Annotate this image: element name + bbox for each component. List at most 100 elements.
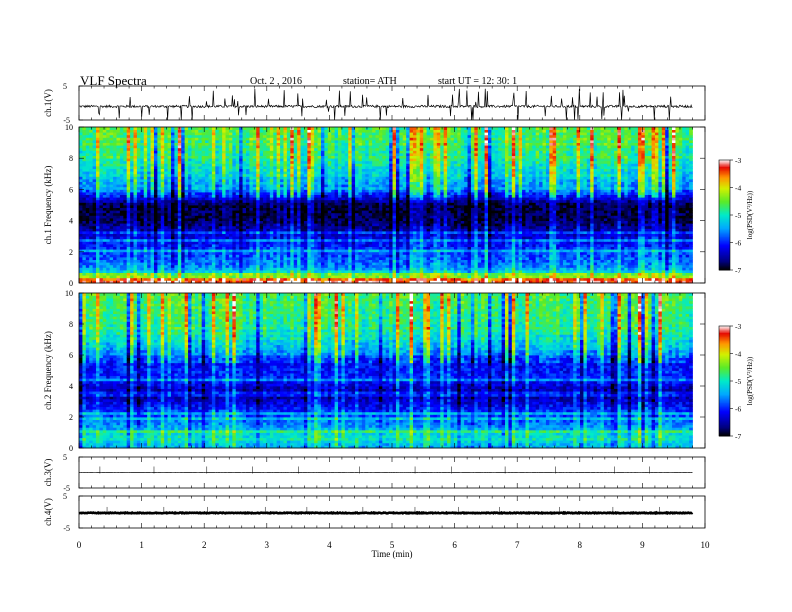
spectrogram-cell bbox=[249, 241, 254, 245]
spectrogram-cell bbox=[198, 249, 203, 253]
spectrogram-cell bbox=[116, 262, 121, 266]
spectrogram-cell bbox=[79, 264, 83, 268]
spectrogram-cell bbox=[126, 205, 131, 208]
spectrogram-cell bbox=[160, 210, 165, 214]
spectrogram-cell bbox=[327, 168, 332, 172]
spectrogram-cell bbox=[102, 275, 107, 279]
spectrogram-cell bbox=[164, 194, 169, 198]
spectrogram-cell bbox=[269, 246, 274, 250]
spectrogram-cell bbox=[246, 249, 250, 253]
spectrogram-cell bbox=[252, 197, 257, 201]
spectrogram-cell bbox=[252, 186, 257, 190]
spectrogram-cell bbox=[310, 145, 315, 149]
spectrogram-cell bbox=[160, 231, 165, 234]
spectrogram-cell bbox=[177, 184, 182, 188]
spectrogram-cell bbox=[191, 238, 196, 242]
spectrogram-cell bbox=[208, 199, 213, 203]
spectrogram-cell bbox=[218, 158, 223, 162]
spectrogram-cell bbox=[263, 267, 267, 271]
spectrogram-cell bbox=[283, 207, 288, 211]
spectrogram-cell bbox=[109, 225, 114, 229]
spectrogram-cell bbox=[147, 168, 151, 172]
spectrogram-cell bbox=[331, 142, 336, 146]
spectrogram-cell bbox=[140, 163, 145, 167]
spectrogram-cell bbox=[283, 127, 288, 130]
spectrogram-cell bbox=[157, 254, 162, 258]
spectrogram-cell bbox=[218, 192, 223, 195]
spectrogram-cell bbox=[276, 210, 281, 214]
spectrogram-cell bbox=[300, 231, 305, 234]
spectrogram-cell bbox=[133, 155, 138, 159]
spectrogram-cell bbox=[89, 186, 94, 190]
spectrogram-cell bbox=[228, 210, 233, 214]
spectrogram-cell bbox=[130, 267, 134, 271]
spectrogram-cell bbox=[79, 223, 83, 227]
spectrogram-cell bbox=[133, 270, 138, 273]
spectrogram-cell bbox=[348, 197, 353, 201]
spectrogram-cell bbox=[303, 134, 308, 138]
spectrogram-cell bbox=[143, 267, 148, 271]
spectrogram-cell bbox=[263, 254, 267, 258]
spectrogram-cell bbox=[246, 264, 250, 268]
spectrogram-cell bbox=[143, 257, 148, 260]
spectrogram-cell bbox=[191, 147, 196, 151]
spectrogram-cell bbox=[235, 272, 240, 276]
spectrogram-cell bbox=[259, 212, 264, 216]
spectrogram-cell bbox=[225, 163, 230, 167]
spectrogram-cell bbox=[334, 220, 339, 224]
spectrogram-cell bbox=[133, 210, 138, 214]
spectrogram-cell bbox=[126, 134, 131, 138]
spectrogram-cell bbox=[246, 134, 250, 138]
spectrogram-cell bbox=[215, 218, 220, 221]
spectrogram-cell bbox=[116, 129, 121, 133]
spectrogram-cell bbox=[232, 194, 237, 198]
spectrogram-cell bbox=[82, 192, 87, 195]
spectrogram-cell bbox=[99, 218, 104, 221]
spectrogram-cell bbox=[317, 134, 322, 138]
spectrogram-cell bbox=[167, 140, 172, 143]
spectrogram-cell bbox=[331, 228, 336, 232]
spectrogram-cell bbox=[147, 241, 151, 245]
spectrogram-cell bbox=[140, 199, 145, 203]
spectrogram-cell bbox=[164, 277, 169, 281]
spectrogram-cell bbox=[184, 140, 189, 143]
spectrogram-cell bbox=[286, 207, 291, 211]
spectrogram-cell bbox=[222, 228, 226, 232]
spectrogram-cell bbox=[126, 163, 131, 167]
spectrogram-cell bbox=[133, 233, 138, 237]
spectrogram-cell bbox=[157, 181, 162, 185]
spectrogram-cell bbox=[239, 207, 243, 211]
spectrogram-cell bbox=[314, 189, 318, 193]
spectrogram-cell bbox=[348, 150, 353, 154]
spectrogram-cell bbox=[89, 181, 94, 185]
spectrogram-cell bbox=[338, 171, 342, 175]
spectrogram-cell bbox=[249, 275, 254, 279]
spectrogram-cell bbox=[205, 233, 209, 237]
spectrogram-cell bbox=[106, 168, 111, 172]
spectrogram-cell bbox=[324, 142, 329, 146]
spectrogram-cell bbox=[293, 150, 298, 154]
spectrogram-cell bbox=[123, 137, 128, 141]
spectrogram-cell bbox=[181, 137, 186, 141]
spectrogram-cell bbox=[85, 249, 90, 253]
spectrogram-cell bbox=[130, 192, 134, 195]
spectrogram-cell bbox=[153, 168, 158, 172]
spectrogram-cell bbox=[232, 223, 237, 227]
spectrogram-cell bbox=[256, 210, 261, 214]
spectrogram-cell bbox=[102, 241, 107, 245]
spectrogram-cell bbox=[184, 210, 189, 214]
spectrogram-cell bbox=[215, 244, 220, 247]
spectrogram-cell bbox=[338, 199, 342, 203]
spectrogram-cell bbox=[130, 186, 134, 190]
spectrogram-cell bbox=[286, 220, 291, 224]
spectrogram-cell bbox=[126, 228, 131, 232]
spectrogram-cell bbox=[331, 272, 336, 276]
spectrogram-cell bbox=[297, 137, 301, 141]
spectrogram-cell bbox=[143, 244, 148, 247]
spectrogram-cell bbox=[215, 220, 220, 224]
spectrogram-cell bbox=[276, 192, 281, 195]
spectrogram-cell bbox=[208, 166, 213, 169]
spectrogram-cell bbox=[259, 171, 264, 175]
spectrogram-cell bbox=[82, 173, 87, 177]
spectrogram-cell bbox=[211, 267, 216, 271]
